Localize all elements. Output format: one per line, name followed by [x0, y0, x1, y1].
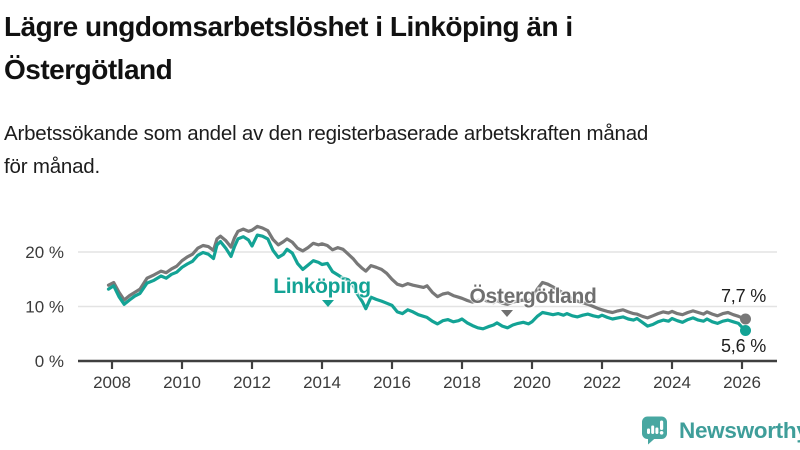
y-tick-label: 0 % — [35, 352, 64, 371]
series-line-linköping — [106, 233, 748, 333]
series-label-ostergotland-text: Östergötland — [469, 285, 597, 308]
x-tick-label: 2018 — [443, 373, 481, 392]
linkoping-caret-down-icon — [322, 300, 334, 307]
chart-subtitle-line-1: Arbetssökande som andel av den registerb… — [4, 122, 649, 145]
ostergotland-caret-down-icon — [501, 310, 513, 317]
y-tick-label: 20 % — [25, 243, 64, 262]
end-value-linkoping: 5,6 % — [720, 336, 766, 356]
chart-title-line-2: Östergötland — [4, 54, 173, 85]
x-tick-label: 2010 — [163, 373, 201, 392]
chart-title-line-1: Lägre ungdomsarbetslöshet i Linköping än… — [4, 11, 573, 42]
newsworthy-logo-text: Newsworthy — [679, 417, 800, 443]
end-value-ostergotland: 7,7 % — [720, 286, 766, 306]
x-tick-label: 2026 — [723, 373, 761, 392]
x-tick-label: 2016 — [373, 373, 411, 392]
y-tick-label: 10 % — [25, 298, 64, 317]
newsworthy-logo-icon — [642, 416, 667, 445]
x-tick-label: 2024 — [653, 373, 691, 392]
chart-subtitle-line-2: för månad. — [4, 155, 100, 178]
chart-title: Lägre ungdomsarbetslöshet i Linköping än… — [4, 5, 724, 91]
x-tick-label: 2020 — [513, 373, 551, 392]
newsworthy-logo[interactable]: Newsworthy — [640, 415, 800, 446]
series-end-dot-linköping — [740, 324, 751, 336]
series-label-linkoping: Linköping — [273, 275, 371, 299]
x-tick-label: 2014 — [303, 373, 341, 392]
series-line-östergötland — [106, 224, 748, 321]
series-label-ostergotland: Östergötland — [469, 285, 596, 309]
series-end-dot-östergötland — [740, 313, 751, 325]
x-tick-label: 2012 — [233, 373, 271, 392]
series-label-linkoping-text: Linköping — [273, 275, 371, 298]
x-tick-label: 2022 — [583, 373, 621, 392]
x-tick-label: 2008 — [93, 373, 131, 392]
chart-subtitle: Arbetssökande som andel av den registerb… — [4, 117, 794, 183]
